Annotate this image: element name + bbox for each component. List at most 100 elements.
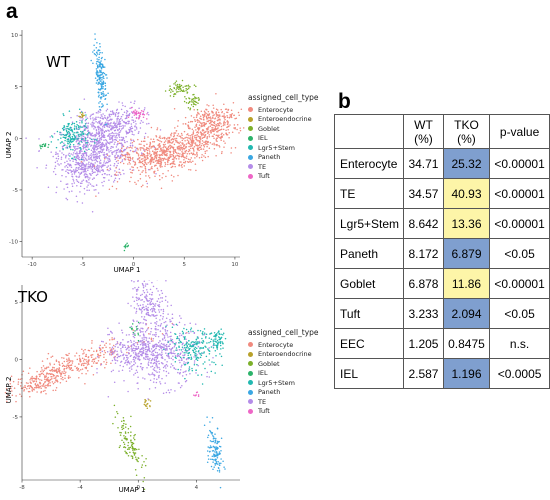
umap-point (170, 142, 173, 144)
umap-point (95, 146, 97, 148)
umap-point (224, 124, 226, 126)
umap-point (88, 363, 90, 366)
umap-point (131, 445, 133, 448)
umap-point (141, 113, 144, 116)
umap-point (57, 375, 59, 377)
umap-point (128, 153, 131, 156)
umap-point (135, 308, 138, 310)
umap-point (88, 161, 90, 163)
umap-point (216, 442, 218, 445)
umap-point (213, 332, 216, 334)
umap-point (138, 297, 140, 299)
umap-point (71, 135, 74, 138)
umap-point (167, 142, 169, 144)
umap-point (100, 130, 102, 132)
umap-point (80, 171, 83, 174)
umap-point (119, 444, 121, 447)
umap-point (185, 149, 188, 152)
umap-point (132, 437, 135, 439)
umap-point (83, 156, 85, 158)
umap-point (168, 345, 171, 347)
umap-point (183, 327, 185, 330)
umap-point (108, 142, 111, 145)
umap-point (97, 168, 100, 171)
umap-point (100, 93, 103, 95)
umap-point (142, 121, 144, 123)
table-row: Enterocyte 34.71 25.32 <0.00001 (333, 148, 550, 179)
umap-point (69, 139, 71, 141)
umap-point (82, 146, 85, 149)
umap-point (116, 119, 118, 121)
umap-point (100, 85, 103, 87)
umap-point (104, 366, 106, 369)
umap-point (153, 369, 156, 372)
umap-point (127, 352, 130, 354)
umap-point (179, 361, 181, 364)
umap-point (114, 115, 117, 117)
umap-point (147, 136, 149, 138)
umap-point (98, 139, 100, 142)
umap-point (155, 317, 157, 319)
umap-point (168, 156, 171, 159)
umap-point (80, 363, 83, 365)
umap-point (141, 339, 144, 341)
umap-point (204, 133, 207, 136)
table-cell-pvalue: <0.00001 (489, 148, 550, 179)
umap-point (113, 163, 116, 165)
umap-point (95, 165, 98, 168)
table-row: Tuft 3.233 2.094 <0.05 (333, 298, 550, 329)
umap-point (127, 158, 129, 161)
umap-point (160, 323, 163, 325)
tko-legend-swatch (248, 351, 253, 357)
umap-point (72, 140, 74, 142)
umap-point (127, 444, 129, 447)
umap-point (88, 132, 90, 134)
umap-point (67, 154, 70, 156)
umap-point (213, 342, 215, 345)
umap-point (92, 358, 94, 361)
umap-point (134, 112, 137, 115)
umap-point (116, 359, 119, 362)
umap-point (131, 348, 134, 350)
umap-point (147, 309, 149, 312)
umap-point (126, 364, 128, 366)
umap-point (127, 244, 130, 247)
umap-point (104, 138, 107, 141)
umap-point (217, 461, 219, 463)
wt-legend-entry: Enterocyte (248, 105, 319, 115)
umap-point (85, 175, 88, 178)
umap-point (98, 106, 101, 108)
umap-point (143, 291, 146, 294)
table-cell-wt: 34.71 (403, 148, 444, 179)
umap-point (78, 370, 80, 372)
umap-point (123, 422, 125, 425)
umap-point (139, 343, 142, 346)
umap-point (206, 450, 209, 452)
umap-point (78, 363, 80, 365)
umap-point (90, 134, 92, 136)
umap-point (164, 326, 167, 329)
umap-point (187, 124, 189, 126)
umap-point (142, 147, 144, 149)
umap-point (135, 354, 138, 357)
umap-point (118, 122, 120, 124)
umap-point (103, 361, 105, 363)
umap-point (78, 128, 80, 130)
umap-point (134, 100, 136, 102)
umap-point (157, 160, 159, 162)
umap-point (149, 155, 151, 157)
umap-point (153, 310, 156, 312)
umap-point (105, 109, 108, 112)
umap-point (143, 338, 145, 340)
umap-point (72, 148, 74, 151)
umap-point (75, 135, 78, 137)
umap-point (131, 349, 134, 352)
umap-point (201, 332, 204, 334)
umap-point (103, 173, 106, 175)
umap-point (49, 382, 51, 384)
umap-point (72, 143, 75, 146)
umap-point (82, 148, 85, 150)
umap-point (133, 360, 135, 363)
umap-point (182, 89, 185, 91)
umap-point (197, 129, 200, 131)
